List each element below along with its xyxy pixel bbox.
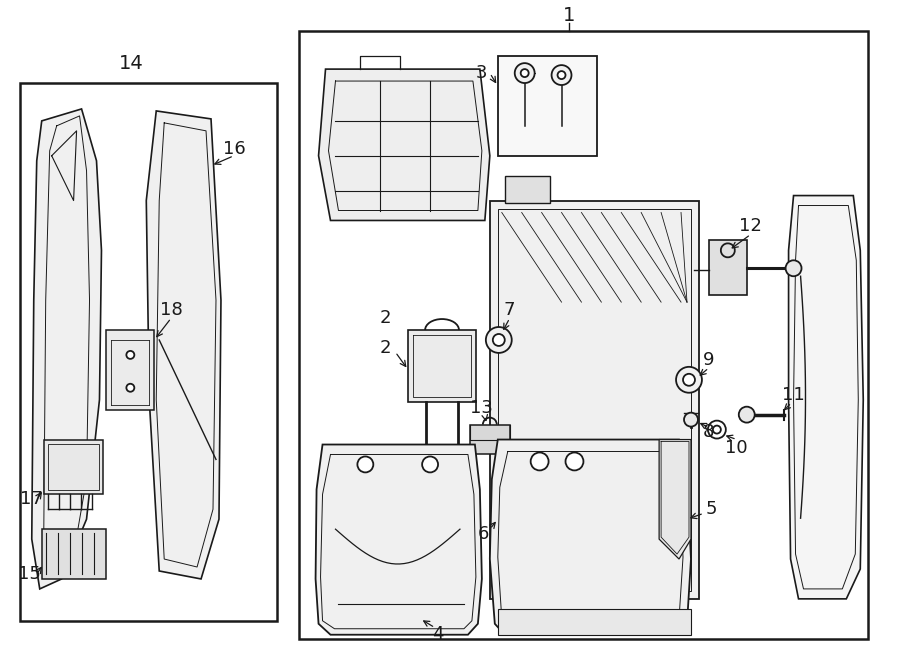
Polygon shape	[659, 440, 691, 559]
Text: 15: 15	[18, 565, 41, 583]
Circle shape	[552, 65, 572, 85]
Text: 10: 10	[725, 438, 748, 457]
Polygon shape	[505, 176, 550, 202]
Bar	[48, 444, 100, 490]
Text: 5: 5	[705, 500, 716, 518]
Text: 14: 14	[119, 54, 144, 73]
Bar	[299, 31, 868, 639]
Polygon shape	[147, 111, 221, 579]
Circle shape	[739, 407, 755, 422]
Polygon shape	[490, 440, 691, 635]
Circle shape	[565, 453, 583, 471]
Polygon shape	[788, 196, 863, 599]
Polygon shape	[316, 444, 482, 635]
Polygon shape	[409, 330, 476, 402]
Bar	[44, 440, 104, 494]
Circle shape	[422, 457, 438, 473]
Text: 3: 3	[476, 64, 488, 82]
Text: 1: 1	[563, 6, 576, 25]
Text: 18: 18	[160, 301, 183, 319]
Bar	[41, 529, 106, 579]
Circle shape	[357, 457, 374, 473]
Text: 9: 9	[703, 351, 715, 369]
Text: 6: 6	[478, 525, 490, 543]
Polygon shape	[319, 69, 490, 221]
Circle shape	[126, 351, 134, 359]
Text: 2: 2	[380, 309, 391, 327]
Circle shape	[683, 374, 695, 386]
Circle shape	[531, 453, 549, 471]
Polygon shape	[498, 609, 691, 635]
Circle shape	[126, 384, 134, 392]
Text: 16: 16	[222, 139, 246, 158]
Text: 7: 7	[504, 301, 516, 319]
Polygon shape	[709, 241, 747, 295]
Circle shape	[521, 69, 528, 77]
Text: 17: 17	[21, 490, 43, 508]
Text: 13: 13	[471, 399, 493, 416]
Polygon shape	[490, 200, 699, 599]
Text: 2: 2	[380, 339, 391, 357]
Bar	[470, 424, 509, 455]
Circle shape	[684, 412, 698, 426]
Circle shape	[786, 260, 802, 276]
Polygon shape	[32, 109, 102, 589]
Bar	[20, 83, 276, 621]
Text: 11: 11	[782, 386, 805, 404]
Text: 4: 4	[432, 625, 444, 642]
Text: 12: 12	[739, 217, 762, 235]
Circle shape	[493, 334, 505, 346]
Circle shape	[676, 367, 702, 393]
Circle shape	[557, 71, 565, 79]
Bar	[498, 56, 598, 156]
Circle shape	[515, 63, 535, 83]
Bar	[106, 330, 154, 410]
Text: 8: 8	[703, 422, 715, 441]
Circle shape	[486, 327, 512, 353]
